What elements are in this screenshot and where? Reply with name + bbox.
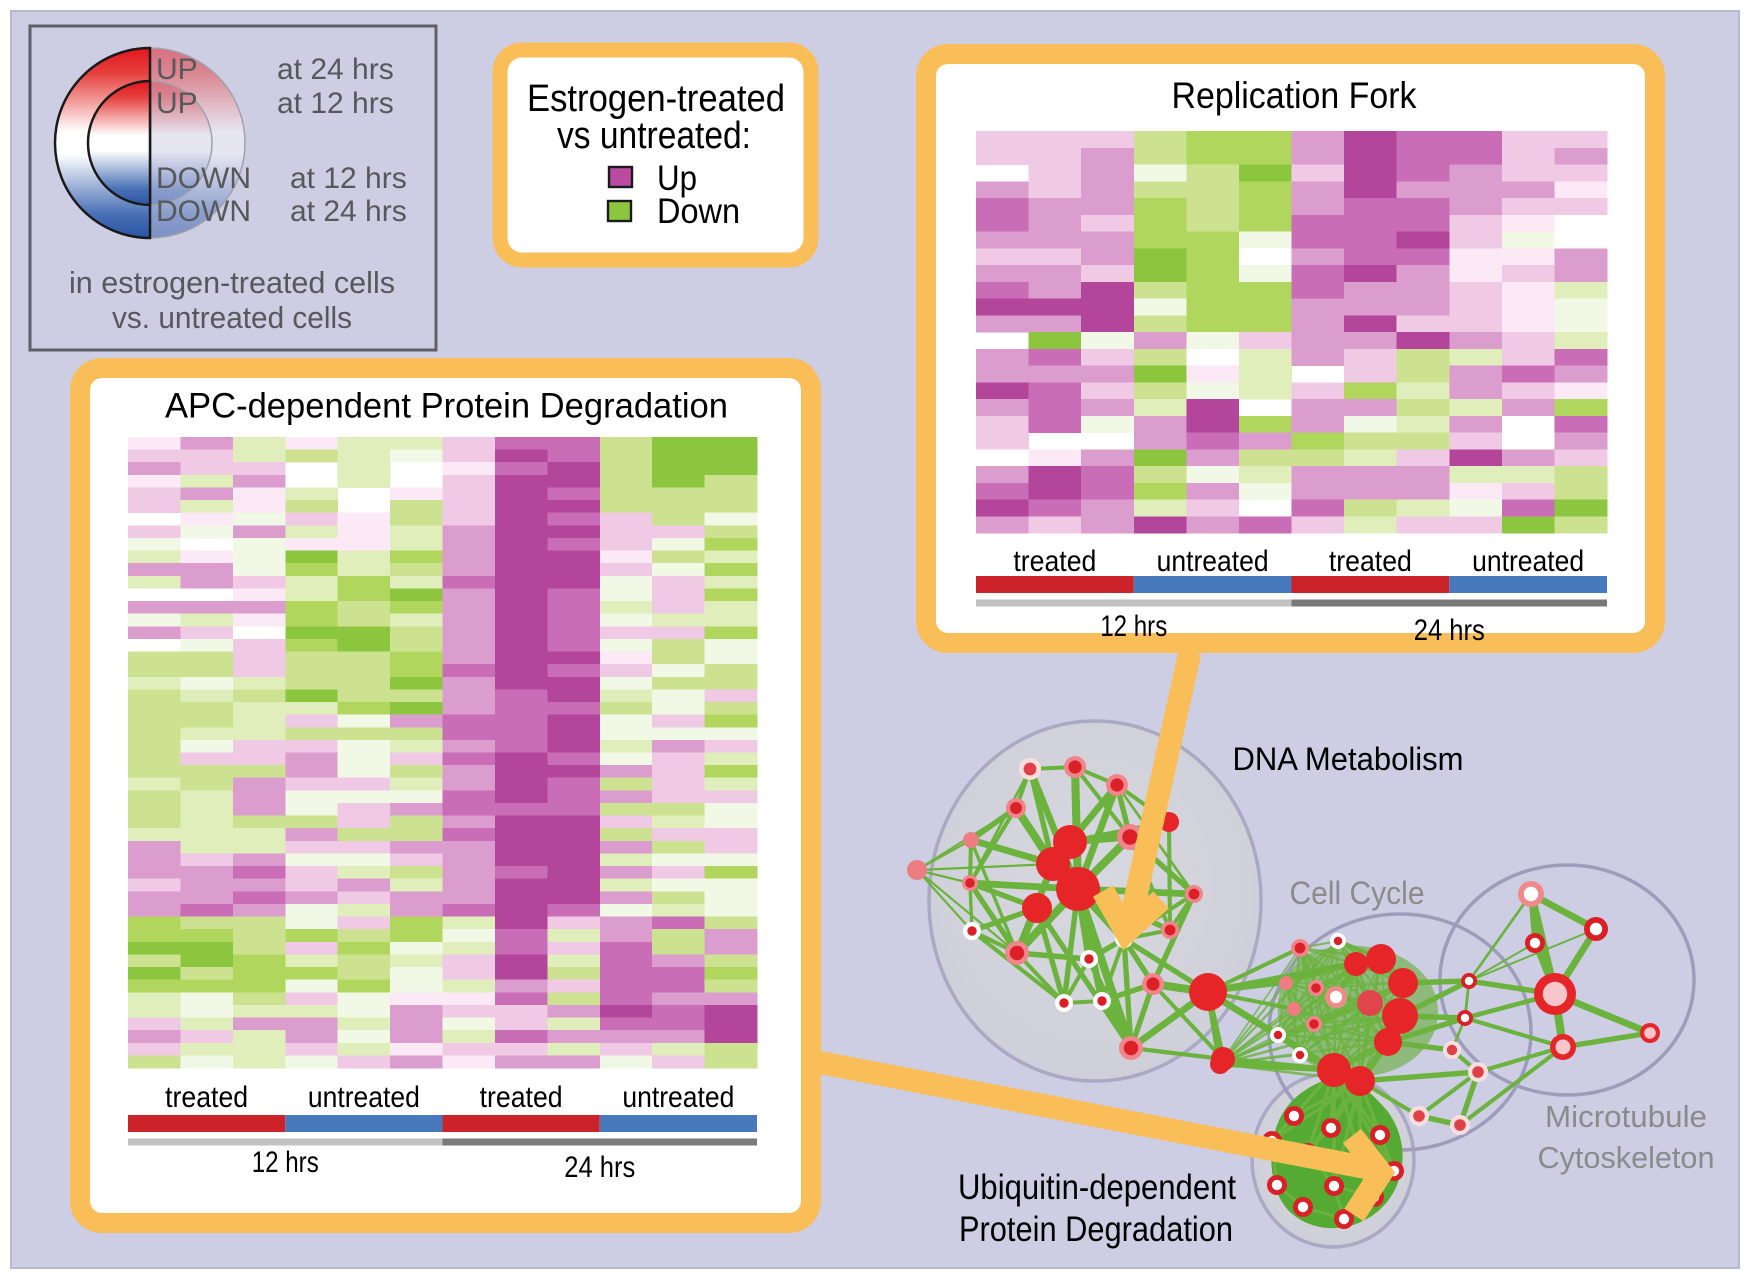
svg-text:treated: treated	[480, 1081, 563, 1114]
svg-text:12 hrs: 12 hrs	[252, 1146, 319, 1179]
svg-text:Down: Down	[657, 192, 740, 231]
svg-text:at 24 hrs: at 24 hrs	[277, 53, 394, 86]
svg-text:APC-dependent Protein Degradat: APC-dependent Protein Degradation	[165, 387, 728, 426]
svg-text:Up: Up	[657, 159, 697, 198]
svg-text:at 12 hrs: at 12 hrs	[290, 162, 407, 195]
svg-text:untreated: untreated	[1472, 545, 1584, 578]
svg-text:DNA Metabolism: DNA Metabolism	[1233, 741, 1464, 777]
svg-text:at 12 hrs: at 12 hrs	[277, 87, 394, 120]
svg-text:DOWN: DOWN	[156, 195, 251, 228]
svg-text:Estrogen-treated: Estrogen-treated	[527, 78, 785, 120]
svg-text:treated: treated	[1013, 545, 1096, 578]
svg-text:vs. untreated cells: vs. untreated cells	[112, 300, 352, 335]
svg-text:DOWN: DOWN	[156, 162, 251, 195]
svg-text:vs untreated:: vs untreated:	[557, 115, 751, 157]
svg-text:in estrogen-treated cells: in estrogen-treated cells	[69, 265, 395, 300]
svg-text:UP: UP	[156, 87, 198, 120]
svg-text:24 hrs: 24 hrs	[1414, 614, 1485, 647]
svg-text:treated: treated	[165, 1081, 248, 1114]
svg-text:untreated: untreated	[308, 1081, 420, 1114]
svg-text:Protein Degradation: Protein Degradation	[959, 1210, 1233, 1249]
svg-text:Microtubule: Microtubule	[1545, 1099, 1707, 1134]
svg-text:Cytoskeleton: Cytoskeleton	[1538, 1140, 1715, 1175]
svg-text:Replication Fork: Replication Fork	[1172, 75, 1417, 116]
svg-text:untreated: untreated	[1157, 545, 1269, 578]
svg-text:untreated: untreated	[622, 1081, 734, 1114]
svg-text:Cell Cycle: Cell Cycle	[1290, 875, 1425, 911]
svg-text:UP: UP	[156, 53, 198, 86]
svg-text:12 hrs: 12 hrs	[1100, 610, 1167, 643]
svg-text:24 hrs: 24 hrs	[564, 1151, 635, 1184]
svg-text:Ubiquitin-dependent: Ubiquitin-dependent	[958, 1168, 1236, 1207]
svg-text:treated: treated	[1329, 545, 1412, 578]
svg-text:at 24 hrs: at 24 hrs	[290, 195, 407, 228]
